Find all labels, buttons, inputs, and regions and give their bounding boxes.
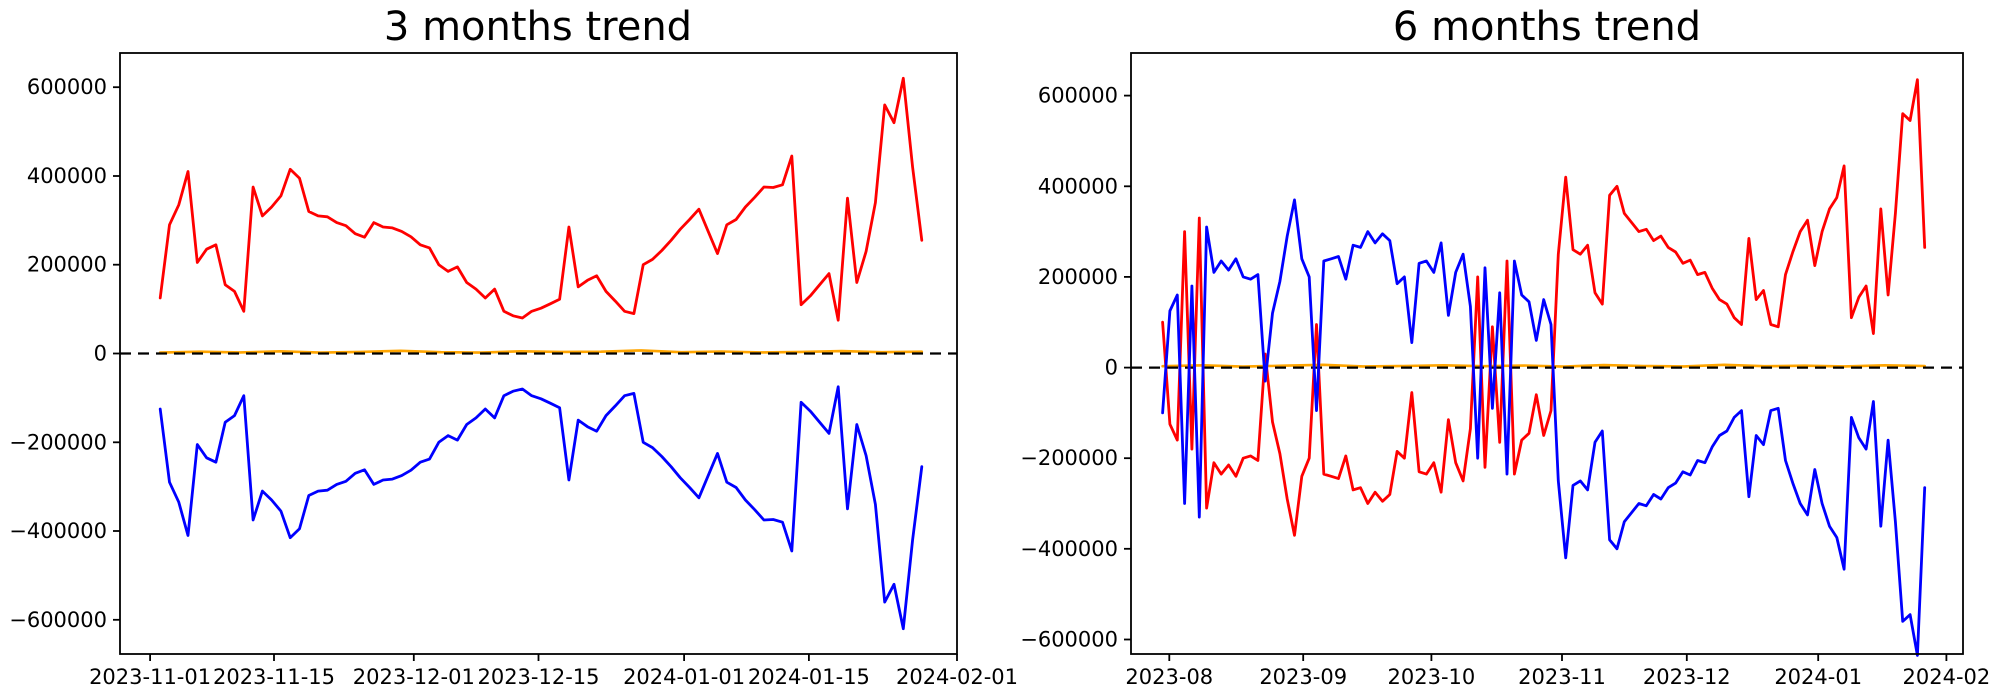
x-tick-label: 2023-08 [1125, 665, 1213, 689]
y-tick-label: 600000 [27, 75, 107, 99]
y-tick-label: 600000 [1038, 84, 1118, 108]
y-tick-label: −600000 [1020, 628, 1118, 652]
x-tick-label: 2024-01 [1774, 665, 1862, 689]
y-tick-label: −200000 [9, 430, 107, 454]
x-tick-label: 2024-02 [1903, 665, 1991, 689]
negative-trend-line [158, 385, 924, 631]
plot-border [1130, 52, 1964, 655]
chart-title-3-months: 3 months trend [383, 4, 693, 50]
x-tick-label: 2023-12-15 [477, 665, 599, 689]
x-tick-label: 2023-11-01 [89, 665, 211, 689]
x-tick-label: 2023-11-15 [213, 665, 335, 689]
negative-trend-line [1161, 198, 1927, 657]
x-tick-label: 2024-01-01 [623, 665, 745, 689]
x-tick-label: 2024-02-01 [896, 665, 1018, 689]
y-tick-label: 400000 [27, 164, 107, 188]
y-tick-label: 400000 [1038, 174, 1118, 198]
positive-trend-line [1161, 78, 1927, 537]
x-tick-label: 2024-01-15 [748, 665, 870, 689]
x-tick-label: 2023-11 [1518, 665, 1606, 689]
y-tick-label: −200000 [1020, 446, 1118, 470]
baseline-near-zero-line [1161, 363, 1926, 368]
y-tick-label: 200000 [27, 253, 107, 277]
y-tick-label: 0 [94, 342, 107, 366]
x-tick-label: 2023-10 [1388, 665, 1476, 689]
y-tick-label: 200000 [1038, 265, 1118, 289]
x-tick-label: 2023-12 [1643, 665, 1731, 689]
x-tick-label: 2023-12-01 [353, 665, 475, 689]
chart-title-6-months: 6 months trend [1392, 4, 1702, 50]
baseline-near-zero-line [158, 349, 924, 354]
x-tick-label: 2023-09 [1259, 665, 1347, 689]
chart-3-months: −600000 −400000 −200000 0 200000 400000 600000… [9, 52, 1018, 689]
y-tick-label: −400000 [9, 519, 107, 543]
y-tick-label: −600000 [9, 608, 107, 632]
y-tick-label: −400000 [1020, 537, 1118, 561]
positive-trend-line [158, 76, 924, 322]
chart-6-months: −600000 −400000 −200000 0 200000 400000 600000… [1020, 52, 1991, 689]
y-tick-label: 0 [1105, 356, 1118, 380]
